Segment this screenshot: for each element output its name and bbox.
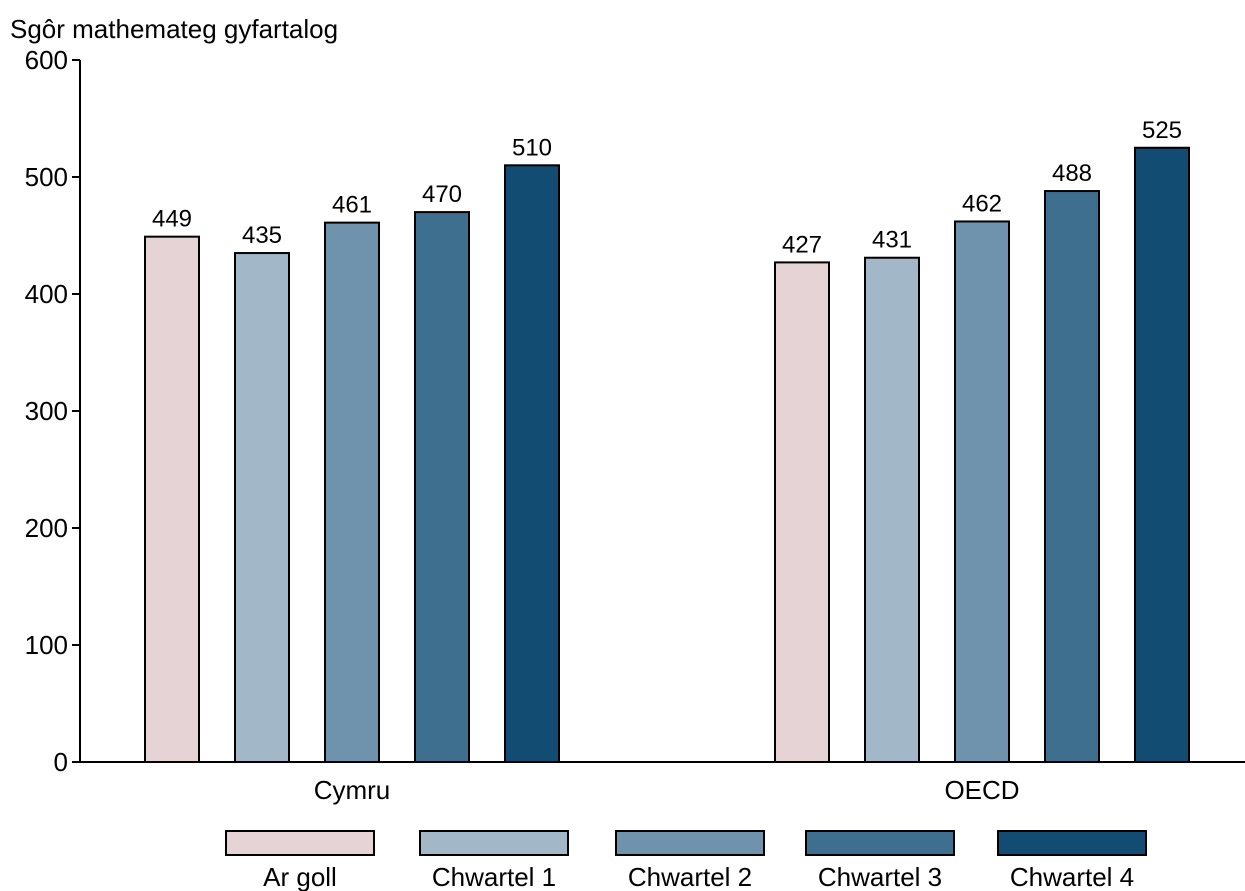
bar xyxy=(774,261,830,763)
bar xyxy=(414,211,470,764)
legend-swatch xyxy=(805,830,955,856)
bar xyxy=(324,221,380,763)
y-tick-label: 500 xyxy=(25,162,68,192)
bar-value-label: 431 xyxy=(872,227,912,254)
bar-value-label: 449 xyxy=(152,206,192,233)
bar-value-label: 470 xyxy=(422,181,462,208)
y-tick-label: 200 xyxy=(25,513,68,543)
bar xyxy=(954,220,1010,763)
value-labels: 449 435 461 470 510 427 431 462 488 525 xyxy=(152,117,1182,259)
bar xyxy=(234,252,290,764)
bar xyxy=(504,164,560,764)
legend-swatch xyxy=(997,830,1147,856)
bar-value-label: 462 xyxy=(962,190,1002,217)
y-tick-label: 600 xyxy=(25,45,68,75)
bar xyxy=(864,256,920,763)
category-label: Cymru xyxy=(314,775,391,805)
category-labels: Cymru OECD xyxy=(314,775,1020,805)
bar-value-label: 435 xyxy=(242,222,282,249)
bar-value-label: 488 xyxy=(1052,160,1092,187)
y-tick-label: 0 xyxy=(54,747,68,777)
bar-value-label: 461 xyxy=(332,192,372,219)
bar xyxy=(1134,146,1190,763)
y-tick-label: 100 xyxy=(25,630,68,660)
legend-swatch xyxy=(419,830,569,856)
bar xyxy=(1044,190,1100,764)
y-axis-label: Sgôr mathemateg gyfartalog xyxy=(10,14,338,44)
legend-label: Chwartel 2 xyxy=(628,862,752,891)
legend-label: Ar goll xyxy=(263,862,337,891)
bar-value-label: 510 xyxy=(512,134,552,161)
category-label: OECD xyxy=(944,775,1019,805)
legend-label: Chwartel 4 xyxy=(1010,862,1134,891)
bars xyxy=(144,146,1190,764)
legend: Ar goll Chwartel 1 Chwartel 2 Chwartel 3 Chw… xyxy=(225,830,1147,891)
y-tick-label: 300 xyxy=(25,396,68,426)
bar-value-label: 525 xyxy=(1142,117,1182,144)
legend-label: Chwartel 3 xyxy=(818,862,942,891)
bar-value-label: 427 xyxy=(782,231,822,258)
y-tick-label: 400 xyxy=(25,279,68,309)
legend-swatch xyxy=(615,830,765,856)
legend-label: Chwartel 1 xyxy=(432,862,556,891)
y-axis-ticks: 0 100 200 300 400 500 600 xyxy=(25,45,80,777)
legend-swatch xyxy=(225,830,375,856)
bar xyxy=(144,235,200,764)
